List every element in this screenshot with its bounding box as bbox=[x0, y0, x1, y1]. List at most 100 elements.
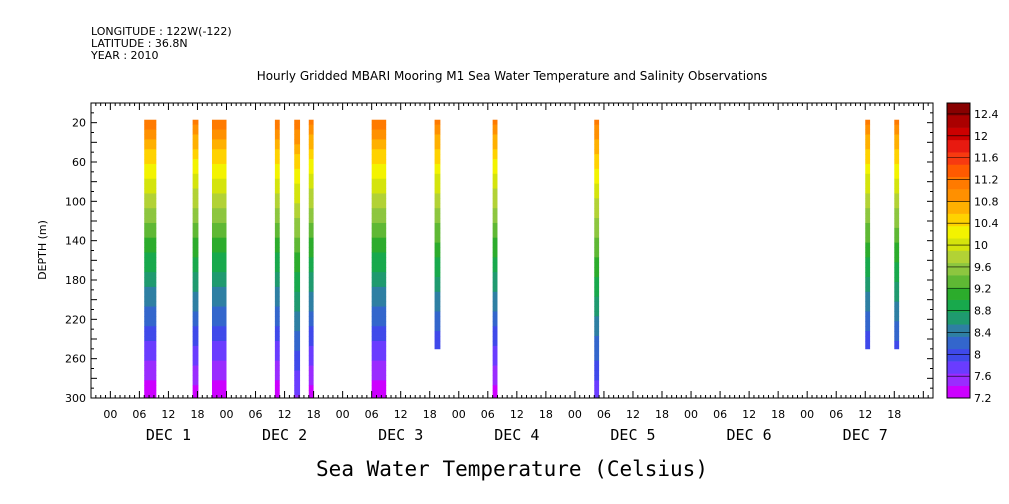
x-tick-label: 00 bbox=[684, 408, 698, 421]
profile-cell bbox=[294, 262, 301, 268]
profile-cell bbox=[371, 149, 387, 155]
profile-cell bbox=[192, 139, 199, 145]
colorbar-swatch bbox=[947, 373, 970, 387]
colorbar-swatch bbox=[947, 287, 970, 300]
profile-cell bbox=[144, 213, 157, 219]
profile-cell bbox=[144, 124, 157, 130]
profile-cell bbox=[211, 178, 227, 185]
profile-cell bbox=[308, 301, 314, 307]
profile-cell bbox=[594, 232, 600, 239]
profile-cell bbox=[894, 331, 900, 337]
colorbar-swatch bbox=[947, 115, 970, 128]
profile-cell bbox=[294, 350, 301, 357]
profile-cell bbox=[274, 218, 280, 224]
profile-cell bbox=[211, 390, 227, 396]
profile-cell bbox=[144, 203, 157, 209]
y-tick-label: 260 bbox=[65, 353, 86, 366]
profile-cell bbox=[144, 237, 157, 244]
profile-cell bbox=[144, 390, 157, 396]
profile-cell bbox=[594, 355, 600, 362]
y-tick-label: 100 bbox=[65, 195, 86, 208]
profile-cell bbox=[492, 213, 498, 219]
profile-cell bbox=[371, 198, 387, 204]
profile-cell bbox=[492, 350, 498, 357]
profile-cell bbox=[294, 178, 301, 185]
profile-cell bbox=[308, 306, 314, 312]
colorbar-swatch bbox=[947, 336, 970, 350]
profile-cell bbox=[294, 203, 301, 209]
colorbar-swatch bbox=[947, 324, 970, 337]
profile-cell bbox=[865, 291, 871, 298]
profile-cell bbox=[492, 321, 498, 327]
profile-cell bbox=[192, 242, 199, 248]
profile-cell bbox=[594, 119, 600, 126]
profile-cell bbox=[492, 252, 498, 258]
x-tick-label: 00 bbox=[336, 408, 350, 421]
profile-cell bbox=[594, 173, 600, 180]
colorbar-swatch bbox=[947, 164, 970, 178]
profile-cell bbox=[308, 262, 314, 268]
profile-cell bbox=[492, 281, 498, 288]
colorbar-label: 7.6 bbox=[974, 370, 992, 383]
x-tick-label: 00 bbox=[219, 408, 233, 421]
profile-cell bbox=[492, 262, 498, 268]
profile-cell bbox=[294, 257, 301, 263]
profile-cell bbox=[192, 375, 199, 381]
profile-cell bbox=[294, 193, 301, 199]
profile-cell bbox=[211, 129, 227, 135]
colorbar-swatch bbox=[947, 225, 970, 239]
profile-cell bbox=[371, 316, 387, 322]
profile-cell bbox=[865, 144, 871, 150]
profile-cell bbox=[371, 222, 387, 229]
chart-title: Hourly Gridded MBARI Mooring M1 Sea Wate… bbox=[257, 69, 768, 83]
profile-cell bbox=[192, 301, 199, 307]
profile-cell bbox=[192, 257, 199, 263]
colorbar-label: 11.6 bbox=[974, 152, 999, 165]
profile-cell bbox=[192, 178, 199, 185]
profile-cell bbox=[144, 272, 157, 278]
profile-cell bbox=[308, 272, 314, 278]
profile-cell bbox=[144, 134, 157, 140]
profile-cell bbox=[865, 119, 871, 126]
profile-cell bbox=[308, 188, 314, 194]
profile-cell bbox=[594, 350, 600, 357]
profile-cell bbox=[211, 385, 227, 391]
profile-cell bbox=[594, 375, 600, 381]
profile-cell bbox=[371, 360, 387, 366]
x-tick-label: 00 bbox=[103, 408, 117, 421]
year-label: YEAR : 2010 bbox=[90, 49, 159, 62]
profile-cell bbox=[865, 252, 871, 258]
profile-cell bbox=[594, 277, 600, 283]
profile-cell bbox=[434, 159, 441, 165]
profile-cell bbox=[274, 277, 280, 283]
profile-cell bbox=[144, 365, 157, 371]
profile-cell bbox=[274, 159, 280, 165]
profile-cell bbox=[294, 272, 301, 278]
profile-cell bbox=[274, 390, 280, 396]
profile-cell bbox=[274, 193, 280, 199]
profile-cell bbox=[294, 198, 301, 204]
profile-cell bbox=[434, 124, 441, 130]
profile-cell bbox=[192, 350, 199, 357]
colorbar-swatch bbox=[947, 348, 970, 362]
profile-cell bbox=[308, 326, 314, 332]
profile-cell bbox=[211, 232, 227, 239]
profile-cell bbox=[894, 296, 900, 303]
x-tick-label: 06 bbox=[481, 408, 495, 421]
profile-cell bbox=[274, 395, 280, 399]
profile-cell bbox=[274, 380, 280, 386]
profile-cell bbox=[594, 336, 600, 342]
profile-cell bbox=[894, 218, 900, 224]
profile-cell bbox=[274, 198, 280, 204]
profile-cell bbox=[192, 296, 199, 303]
profile-cell bbox=[308, 232, 314, 239]
profile-cell bbox=[434, 267, 441, 273]
profile-cell bbox=[192, 272, 199, 278]
profile-cell bbox=[434, 252, 441, 258]
profile-cell bbox=[371, 247, 387, 253]
profile-cell bbox=[594, 188, 600, 194]
profile-cell bbox=[894, 301, 900, 307]
profile-cell bbox=[894, 321, 900, 327]
observation-column bbox=[192, 119, 199, 399]
profile-cell bbox=[308, 198, 314, 204]
